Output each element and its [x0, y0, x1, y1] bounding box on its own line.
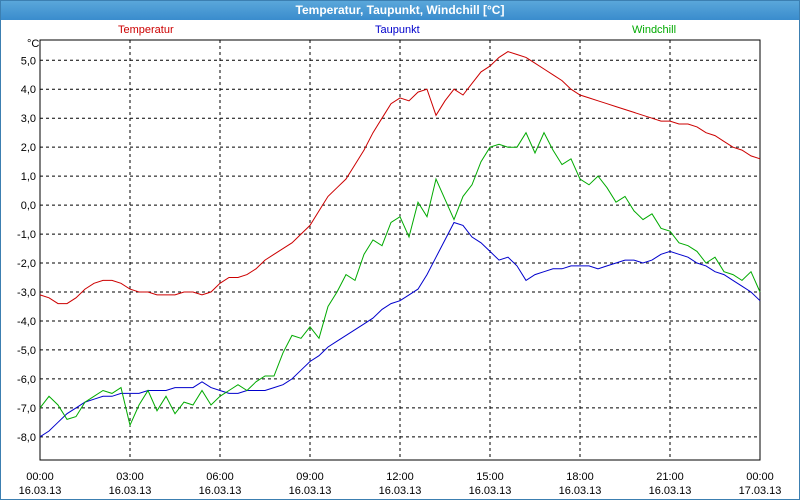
x-tick-time: 00:00	[746, 471, 774, 483]
x-tick-date: 16.03.13	[289, 485, 332, 497]
series-line-taupunkt	[39, 221, 761, 438]
y-tick-label: 3,0	[21, 113, 36, 125]
x-tick-time: 00:00	[26, 471, 54, 483]
x-tick-time: 09:00	[296, 471, 324, 483]
y-tick-label: 2,0	[21, 142, 36, 154]
legend-windchill: Windchill	[632, 24, 677, 36]
y-tick-label: 0,0	[21, 200, 36, 212]
x-tick-date: 16.03.13	[199, 485, 242, 497]
series-lines	[39, 51, 761, 438]
y-tick-label: -3,0	[17, 287, 36, 299]
window-title: Temperatur, Taupunkt, Windchill [°C]	[1, 1, 799, 20]
legend-taupunkt: Taupunkt	[375, 24, 420, 36]
x-tick-date: 16.03.13	[559, 485, 602, 497]
y-tick-label: 5,0	[21, 55, 36, 67]
y-tick-label: -4,0	[17, 316, 36, 328]
y-tick-label: 4,0	[21, 84, 36, 96]
y-axis-ticks: 5,0 4,0 3,0 2,0 1,0 0,0 -1,0 -2,0 -3,0 -4,0 -5,0 -6…	[17, 55, 36, 444]
x-tick-date: 16.03.13	[649, 485, 692, 497]
y-tick-label: -1,0	[17, 229, 36, 241]
x-tick-date: 16.03.13	[19, 485, 62, 497]
series-line-windchill	[39, 131, 761, 427]
x-tick-time: 21:00	[656, 471, 684, 483]
y-tick-label: -2,0	[17, 258, 36, 270]
legend-temperatur: Temperatur	[118, 24, 174, 36]
x-tick-time: 12:00	[386, 471, 414, 483]
y-tick-label: -6,0	[17, 374, 36, 386]
y-tick-label: -7,0	[17, 403, 36, 415]
x-tick-time: 18:00	[566, 471, 594, 483]
x-tick-date: 16.03.13	[379, 485, 422, 497]
y-tick-label: 1,0	[21, 171, 36, 183]
x-tick-date: 16.03.13	[109, 485, 152, 497]
x-tick-time: 03:00	[116, 471, 144, 483]
series-line-temperatur	[39, 51, 761, 305]
x-tick-time: 06:00	[206, 471, 234, 483]
x-tick-date: 16.03.13	[469, 485, 512, 497]
x-tick-date: 17.03.13	[739, 485, 782, 497]
x-axis-ticks: 00:00 16.03.13 03:00 16.03.13 06:00 16.03.13 0…	[19, 471, 782, 497]
grid-lines	[39, 39, 761, 461]
y-axis-unit-label: °C	[27, 38, 39, 50]
y-tick-label: -8,0	[17, 432, 36, 444]
y-tick-label: -5,0	[17, 345, 36, 357]
x-tick-time: 15:00	[476, 471, 504, 483]
